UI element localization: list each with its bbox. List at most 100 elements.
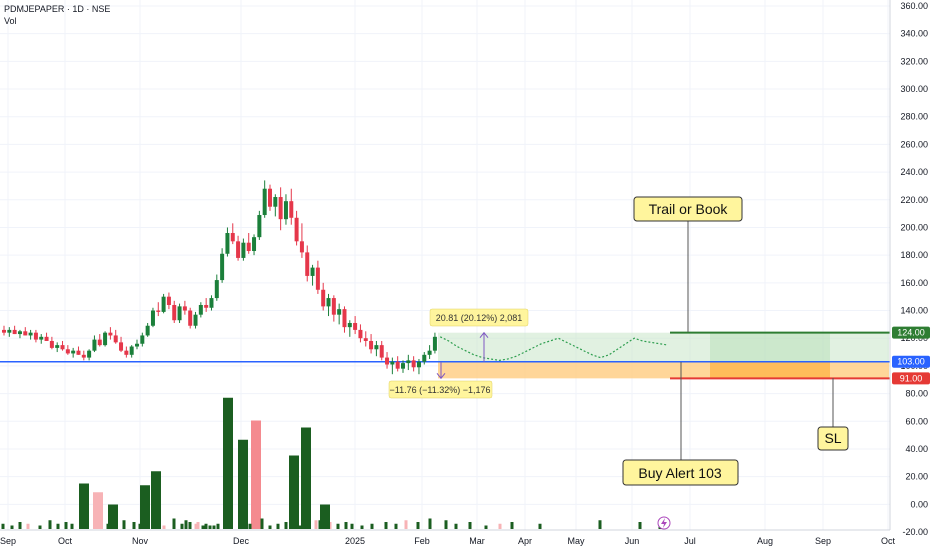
candle-body	[379, 345, 384, 358]
volume-bar	[289, 455, 299, 529]
candle-body	[81, 354, 86, 358]
candle-body	[188, 310, 193, 326]
volume-bar	[538, 523, 542, 529]
volume-bar	[79, 483, 89, 529]
volume-bar	[248, 523, 252, 529]
time-tick-label: Oct	[881, 536, 896, 546]
volume-bar	[38, 525, 42, 529]
candle-body	[432, 336, 437, 351]
candle-body	[7, 329, 12, 333]
measure-up: 20.81 (20.12%) 2,081	[429, 308, 529, 327]
volume-bar	[108, 504, 118, 529]
time-axis-background	[0, 530, 932, 550]
price-tick-label: 0.00	[910, 499, 928, 509]
price-tick-label: 160.00	[900, 278, 928, 288]
candle-body	[156, 310, 161, 312]
candlesticks	[2, 180, 437, 375]
candle-body	[108, 332, 113, 336]
candle-body	[401, 363, 405, 369]
price-tick-label: 140.00	[900, 306, 928, 316]
price-level-tag-text: 91.00	[900, 373, 923, 383]
price-tick-label: 180.00	[900, 250, 928, 260]
candle-body	[273, 197, 278, 207]
buy-alert-text: Buy Alert 103	[638, 465, 721, 481]
buy-alert-callout: Buy Alert 103	[622, 459, 739, 486]
price-tick-label: 360.00	[900, 1, 928, 11]
price-tick-label: 40.00	[905, 444, 928, 454]
candle-body	[395, 361, 400, 369]
candle-body	[44, 336, 49, 341]
volume-bar	[284, 522, 288, 529]
time-tick-label: 2025	[345, 536, 365, 546]
price-level-tags: 124.00 103.00 91.00	[892, 326, 930, 385]
time-axis[interactable]: Sep Oct Nov Dec 2025 Feb Mar Apr May Jun Jul Aug Sep…	[0, 536, 895, 546]
time-tick-label: Sep	[815, 536, 831, 546]
candle-body	[390, 361, 395, 365]
volume-indicator-label: Vol	[4, 16, 17, 26]
candle-body	[76, 350, 81, 355]
candle-body	[71, 350, 76, 354]
candle-body	[358, 329, 363, 339]
candle-body	[87, 350, 92, 358]
candle-body	[65, 349, 70, 354]
candle-body	[166, 296, 171, 305]
candle-body	[252, 237, 257, 252]
volume-bar	[26, 523, 30, 529]
volume-bar	[510, 522, 514, 529]
trade-zones	[438, 332, 889, 379]
candle-body	[49, 340, 54, 348]
time-tick-label: Jun	[625, 536, 640, 546]
price-tick-label: 240.00	[900, 167, 928, 177]
candle-body	[315, 267, 320, 290]
projection-path	[436, 331, 669, 380]
candle-body	[39, 336, 44, 340]
candle-body	[427, 350, 432, 355]
volume-bar	[468, 522, 472, 529]
projection-line	[439, 336, 669, 362]
volume-bar	[151, 471, 161, 529]
chart-title: PDMJEPAPER · 1D · NSE	[4, 4, 110, 14]
candle-body	[97, 339, 102, 346]
volume-bar	[484, 525, 488, 529]
lightning-icon[interactable]	[657, 516, 671, 530]
volume-bar	[188, 522, 192, 529]
price-tick-label: 260.00	[900, 139, 928, 149]
volume-bar	[268, 525, 272, 529]
time-tick-label: Jul	[684, 536, 696, 546]
candle-body	[23, 331, 28, 336]
candle-body	[278, 197, 283, 220]
volume-bar	[184, 520, 188, 529]
candle-body	[331, 298, 336, 315]
candle-body	[161, 296, 166, 312]
sl-text: SL	[824, 430, 841, 446]
candle-body	[119, 342, 124, 351]
price-level-tag-text: 124.00	[897, 328, 925, 338]
candle-body	[268, 188, 272, 207]
volume-bar	[48, 520, 52, 529]
volume-bar	[498, 523, 502, 529]
candle-body	[172, 304, 177, 321]
price-tick-label: -20.00	[902, 527, 928, 537]
candle-body	[241, 242, 246, 258]
candle-body	[193, 314, 198, 326]
candle-body	[374, 345, 379, 350]
candle-body	[2, 329, 6, 333]
price-tick-label: 280.00	[900, 112, 928, 122]
volume-bar	[404, 520, 408, 529]
candle-body	[140, 335, 145, 344]
volume-bar	[132, 522, 136, 529]
time-tick-label: Dec	[233, 536, 250, 546]
candle-body	[230, 233, 235, 242]
volume-bar	[251, 420, 261, 529]
candle-body	[369, 340, 374, 350]
volume-bar	[10, 525, 14, 529]
measure-down-label: −11.76 (−11.32%) −1,176	[390, 385, 491, 395]
volume-bar	[344, 522, 348, 529]
candle-body	[310, 267, 315, 276]
candle-body	[347, 322, 352, 328]
volume-bar	[276, 523, 280, 529]
candle-body	[385, 357, 390, 365]
candle-body	[257, 215, 262, 238]
volume-bar	[384, 522, 388, 529]
